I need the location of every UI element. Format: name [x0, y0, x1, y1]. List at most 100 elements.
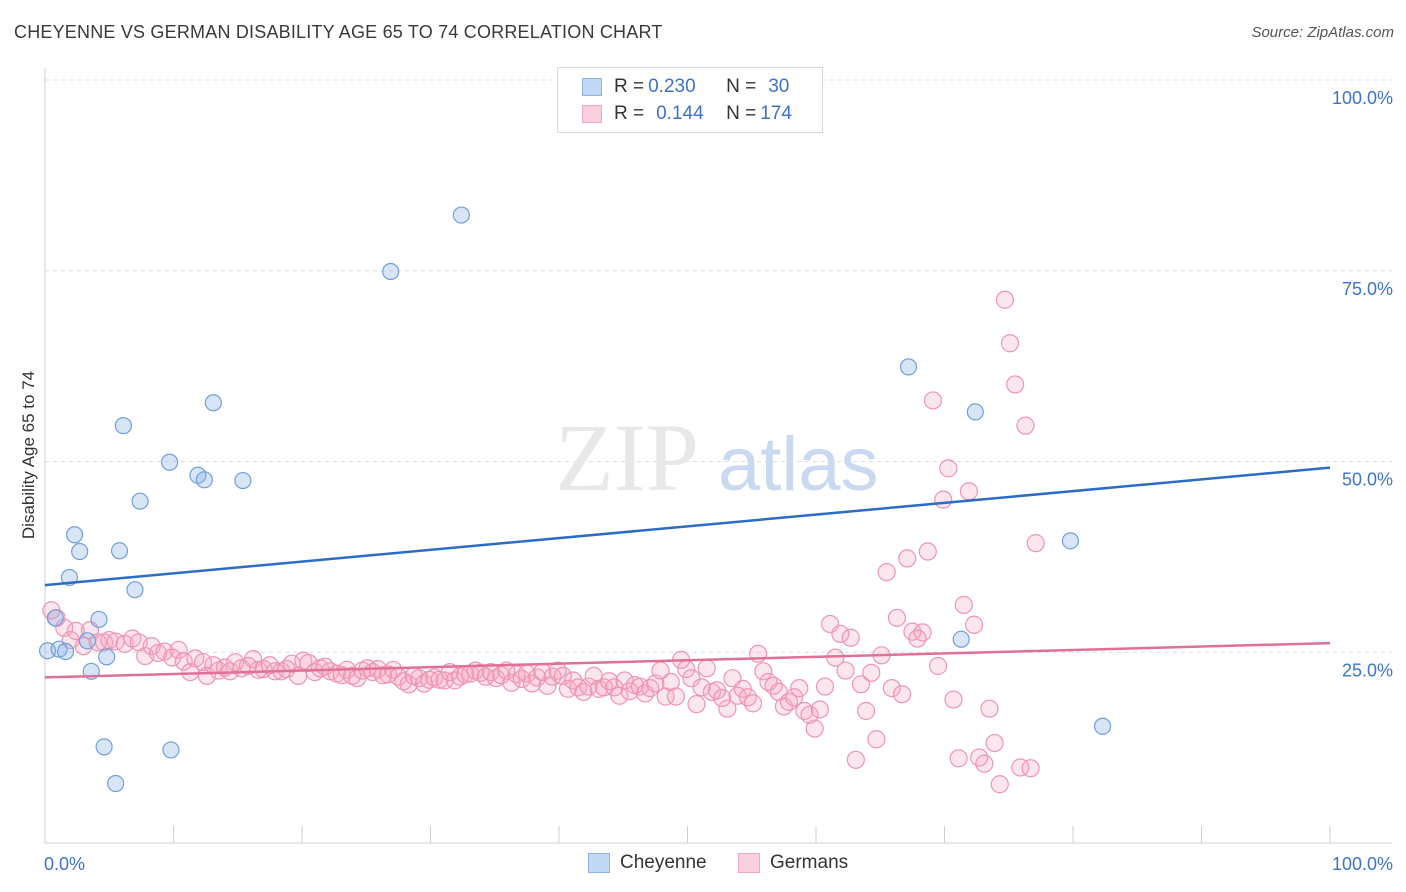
trend-line-germans: [44, 641, 1331, 679]
data-point-germans: [882, 679, 901, 698]
data-point-germans: [512, 669, 531, 689]
data-points: [38, 206, 1112, 794]
data-point-germans: [1021, 759, 1040, 778]
watermark-atlas: atlas: [718, 422, 879, 507]
legend-swatch-cheyenne: [582, 78, 602, 96]
data-point-germans: [718, 699, 737, 718]
data-point-germans: [197, 666, 217, 686]
data-point-germans: [846, 750, 865, 769]
data-point-germans: [332, 666, 351, 685]
data-point-germans: [934, 490, 953, 509]
data-point-germans: [193, 653, 213, 672]
data-point-germans: [394, 672, 413, 691]
data-point-cheyenne: [114, 417, 132, 435]
data-point-germans: [174, 652, 193, 671]
data-point-germans: [892, 685, 912, 704]
x-tick-label: 0.0%: [44, 854, 85, 874]
bottom-legend-cheyenne: Cheyenne: [588, 852, 707, 874]
legend-n-value: 30: [768, 76, 790, 97]
legend-row-cheyenne: R = 0.230 N = 30: [582, 74, 789, 100]
legend-r-value: 0.144: [656, 103, 704, 124]
data-point-germans: [810, 700, 829, 719]
data-point-germans: [800, 705, 819, 724]
chart-source: Source: ZipAtlas.com: [1251, 24, 1394, 41]
gridlines: [45, 79, 1392, 653]
data-point-germans: [1000, 334, 1020, 353]
data-point-cheyenne: [90, 610, 108, 629]
y-axis-label: Disability Age 65 to 74: [19, 371, 38, 539]
data-point-germans: [815, 677, 835, 696]
data-point-cheyenne: [204, 394, 222, 412]
data-point-cheyenne: [952, 630, 970, 648]
data-point-germans: [713, 688, 732, 708]
legend-r-value: 0.230: [648, 76, 696, 97]
data-point-germans: [831, 624, 850, 644]
data-point-germans: [687, 695, 706, 714]
trend-line-cheyenne: [44, 466, 1331, 587]
data-point-germans: [841, 628, 860, 647]
data-point-germans: [990, 775, 1009, 794]
data-point-germans: [1006, 375, 1025, 394]
data-point-germans: [430, 670, 449, 689]
data-point-germans: [661, 672, 680, 692]
bottom-legend-swatch-germans: [738, 853, 760, 873]
data-point-germans: [805, 719, 824, 738]
data-point-germans: [548, 661, 567, 680]
data-point-germans: [898, 549, 917, 568]
bottom-legend-swatch-cheyenne: [588, 853, 610, 873]
legend: R = 0.230 N = 30 R = 0.144 N = 174: [557, 67, 823, 133]
data-point-germans: [867, 730, 886, 749]
y-tick-label: 50.0%: [1342, 470, 1393, 490]
data-point-germans: [574, 682, 593, 702]
data-point-germans: [277, 659, 296, 679]
data-point-cheyenne: [98, 648, 116, 666]
data-point-germans: [656, 687, 675, 706]
bottom-legend-label-germans: Germans: [770, 852, 849, 873]
data-point-germans: [975, 754, 994, 773]
watermark-zip: ZIP: [555, 404, 699, 511]
data-point-germans: [697, 659, 716, 678]
legend-n-value: 174: [760, 103, 792, 124]
data-point-germans: [923, 391, 943, 410]
data-point-germans: [66, 621, 85, 640]
bottom-legend-germans: Germans: [738, 852, 848, 874]
data-point-germans: [985, 733, 1004, 753]
data-point-cheyenne: [65, 526, 84, 544]
data-point-cheyenne: [126, 581, 144, 599]
data-point-germans: [790, 679, 809, 698]
data-point-germans: [615, 671, 634, 690]
data-point-germans: [754, 662, 773, 681]
legend-r-label: R =: [614, 103, 645, 124]
data-point-cheyenne: [452, 206, 470, 224]
data-point-cheyenne: [1093, 717, 1112, 735]
data-point-germans: [918, 542, 937, 561]
tick-labels: 25.0% 50.0% 75.0% 100.0% 0.0% 100.0%: [44, 88, 1393, 874]
data-point-cheyenne: [78, 632, 97, 650]
data-point-germans: [887, 608, 907, 628]
data-point-cheyenne: [234, 471, 252, 490]
data-point-germans: [959, 482, 979, 501]
data-point-germans: [373, 666, 393, 685]
data-point-cheyenne: [966, 403, 984, 421]
bottom-legend-label-cheyenne: Cheyenne: [620, 852, 707, 873]
data-point-germans: [857, 701, 876, 721]
y-tick-label: 25.0%: [1342, 660, 1393, 680]
data-point-germans: [169, 640, 188, 660]
data-point-germans: [1011, 758, 1030, 777]
data-point-germans: [666, 687, 686, 706]
legend-row-germans: R = 0.144 N = 174: [582, 101, 792, 127]
data-point-germans: [877, 563, 896, 582]
legend-n-label: N =: [726, 103, 757, 124]
data-point-cheyenne: [71, 542, 89, 561]
data-point-germans: [836, 661, 855, 680]
data-point-germans: [100, 630, 119, 650]
legend-swatch-germans: [582, 105, 602, 123]
data-point-cheyenne: [161, 453, 179, 471]
y-tick-label: 100.0%: [1332, 88, 1393, 108]
x-tick-label: 100.0%: [1332, 854, 1393, 874]
data-point-germans: [980, 699, 999, 718]
data-point-germans: [954, 595, 973, 615]
data-point-cheyenne: [110, 542, 129, 560]
data-point-germans: [148, 643, 168, 663]
data-point-germans: [1026, 534, 1045, 553]
